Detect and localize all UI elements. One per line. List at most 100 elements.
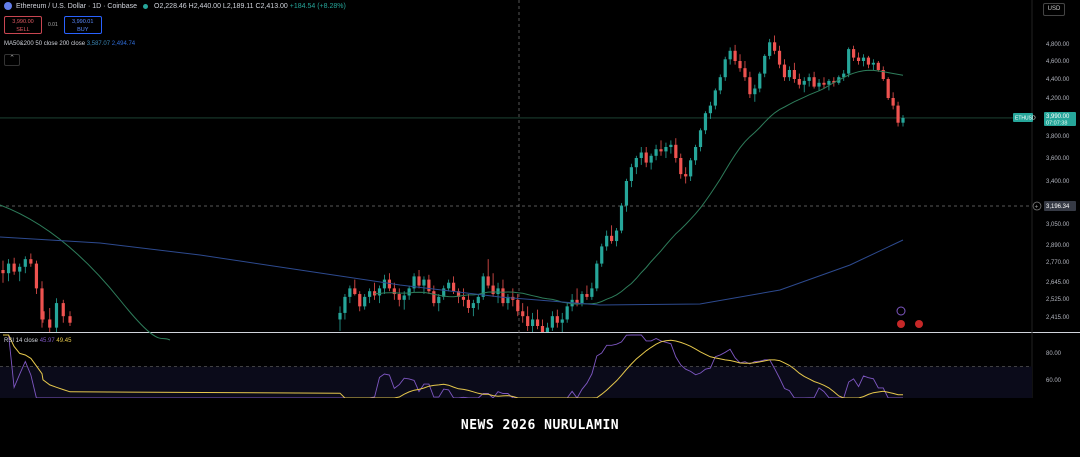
candle-body bbox=[358, 294, 362, 307]
sell-price: 3,990.00 bbox=[12, 19, 34, 25]
candle-body bbox=[412, 276, 416, 289]
price-tick-label: 4,600.00 bbox=[1046, 59, 1070, 65]
candle-body bbox=[748, 77, 752, 95]
candle-body bbox=[768, 42, 772, 56]
candle-body bbox=[476, 296, 480, 304]
candle-body bbox=[590, 288, 594, 297]
candle-body bbox=[422, 279, 426, 286]
candle-body bbox=[368, 291, 372, 297]
rsi-value: 45.97 bbox=[39, 338, 55, 344]
candle-body bbox=[669, 144, 673, 147]
candle-body bbox=[580, 294, 584, 304]
ma50-line-left bbox=[0, 204, 171, 341]
candle-body bbox=[684, 174, 688, 177]
candle-body bbox=[610, 235, 614, 242]
candle-body bbox=[496, 288, 500, 295]
symbol-header: Ethereum / U.S. Dollar · 1D · Coinbase O… bbox=[4, 2, 346, 10]
event-flag-icon[interactable] bbox=[897, 320, 905, 328]
candle-body bbox=[876, 62, 880, 70]
candle-body bbox=[708, 105, 712, 114]
buy-label: BUY bbox=[77, 27, 89, 33]
candle-body bbox=[531, 319, 535, 326]
ma200-line bbox=[0, 236, 904, 306]
collapse-arrow-icon[interactable]: ⌃ bbox=[4, 54, 20, 66]
close-key: C bbox=[255, 2, 261, 10]
candle-body bbox=[545, 327, 550, 332]
price-tick-label: 4,400.00 bbox=[1046, 77, 1070, 83]
candle-body bbox=[733, 50, 737, 61]
symbol-price-tag-text: ETHUSD bbox=[1015, 115, 1036, 121]
candle-body bbox=[787, 70, 792, 78]
event-flag-icon[interactable] bbox=[915, 320, 923, 328]
open-key: O bbox=[154, 2, 160, 10]
low-key: L bbox=[222, 2, 227, 10]
candle-body bbox=[871, 62, 875, 65]
candle-body bbox=[407, 288, 411, 296]
price-tick-label: 3,400.00 bbox=[1046, 179, 1070, 185]
candle-body bbox=[397, 294, 401, 300]
buy-price: 3,990.01 bbox=[72, 19, 94, 25]
candle-body bbox=[23, 259, 27, 267]
candle-body bbox=[891, 98, 895, 106]
crosshair-price-label: 3,196.34 bbox=[1046, 204, 1070, 210]
ma-indicator-legend[interactable]: MA50&200 50 close 200 close 3,587.07 2,4… bbox=[4, 41, 135, 47]
candle-body bbox=[649, 155, 653, 163]
change-value: +184.54 (+8.28%) bbox=[289, 2, 346, 10]
candle-body bbox=[575, 299, 579, 304]
candle-body bbox=[535, 319, 540, 326]
candle-body bbox=[664, 147, 668, 152]
candle-body bbox=[679, 158, 683, 175]
crosshair-plus-glyph: + bbox=[1035, 204, 1039, 210]
candle-body bbox=[728, 50, 732, 60]
sell-label: SELL bbox=[16, 27, 30, 33]
footer-banner: NEWS 2026 NURULAMIN bbox=[0, 398, 1080, 452]
high-key: H bbox=[188, 2, 194, 10]
sell-button[interactable]: 3,990.00 SELL bbox=[4, 16, 42, 34]
ma50-value: 3,587.07 bbox=[86, 41, 111, 47]
ethereum-logo-icon bbox=[4, 2, 12, 10]
candle-body bbox=[753, 88, 757, 95]
candle-body bbox=[29, 259, 33, 264]
rsi-label: RSI 14 close bbox=[4, 338, 39, 344]
candle-body bbox=[61, 303, 65, 317]
candle-body bbox=[743, 68, 747, 78]
candle-body bbox=[792, 70, 796, 79]
trade-panel: 3,990.00 SELL 0.01 3,990.01 BUY bbox=[4, 16, 102, 34]
price-tick-label: 2,415.00 bbox=[1046, 315, 1070, 321]
price-tick-label: 4,800.00 bbox=[1046, 42, 1070, 48]
low-value: 2,189.11 bbox=[226, 2, 254, 10]
spread-value: 0.01 bbox=[48, 22, 58, 28]
price-tick-label: 3,600.00 bbox=[1046, 156, 1070, 162]
candle-body bbox=[861, 57, 866, 61]
candle-body bbox=[40, 288, 44, 320]
event-flag-icon[interactable] bbox=[896, 306, 906, 316]
currency-selector[interactable]: USD bbox=[1043, 3, 1065, 16]
current-price-box bbox=[1044, 111, 1076, 126]
candle-body bbox=[451, 282, 456, 292]
rsi-band bbox=[0, 366, 1032, 398]
candle-body bbox=[486, 276, 490, 286]
candle-body bbox=[363, 296, 367, 307]
candle-body bbox=[34, 263, 39, 289]
rsi-tick-label: 60.00 bbox=[1046, 378, 1062, 384]
rsi-indicator-legend[interactable]: RSI 14 close 45.97 49.45 bbox=[4, 338, 71, 344]
candle-body bbox=[777, 50, 782, 65]
candle-body bbox=[516, 299, 520, 312]
symbol-title[interactable]: Ethereum / U.S. Dollar · 1D · Coinbase bbox=[16, 2, 137, 10]
candle-body bbox=[654, 149, 658, 156]
candle-body bbox=[372, 291, 377, 296]
candle-body bbox=[817, 82, 821, 87]
candle-body bbox=[565, 306, 569, 320]
high-value: 2,440.00 bbox=[193, 2, 221, 10]
candle-body bbox=[807, 77, 811, 81]
ma50-line bbox=[374, 69, 904, 305]
ohlc-values: O2,228.46 H2,440.00 L2,189.11 C2,413.00 … bbox=[154, 3, 346, 10]
crosshair-plus-icon[interactable] bbox=[1032, 201, 1042, 211]
candle-body bbox=[491, 285, 495, 295]
symbol-price-tag bbox=[1013, 112, 1033, 122]
buy-button[interactable]: 3,990.01 BUY bbox=[63, 16, 102, 34]
candle-body bbox=[629, 167, 633, 181]
candle-body bbox=[501, 288, 505, 304]
